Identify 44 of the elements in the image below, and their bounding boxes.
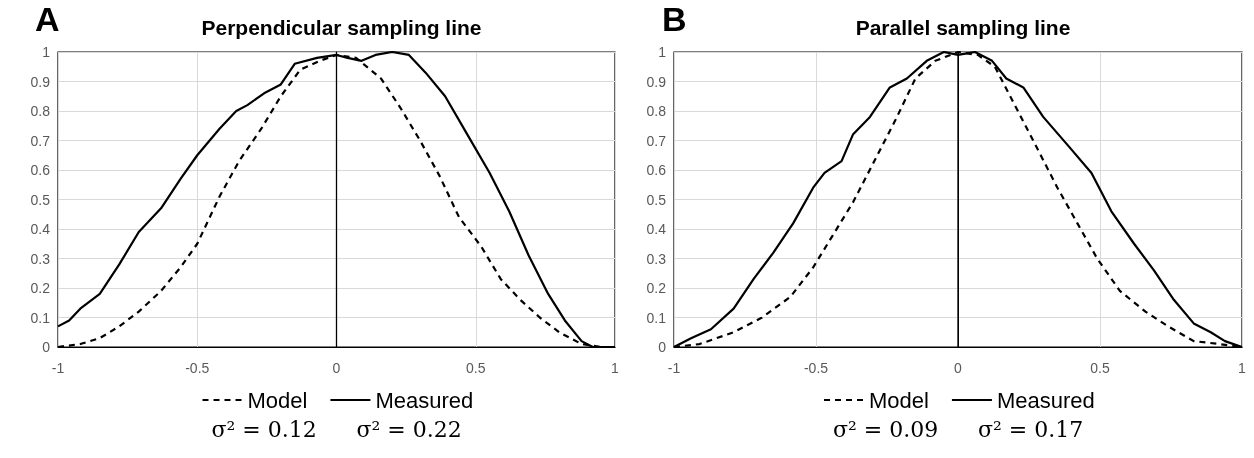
x-tick-label: -1 <box>667 360 681 376</box>
y-tick-label: 0.7 <box>646 132 667 149</box>
y-tick-label: 0.6 <box>30 162 51 178</box>
chart-title: Perpendicular sampling line <box>201 16 482 39</box>
y-tick-label: 1 <box>658 44 667 60</box>
text: B <box>662 0 687 38</box>
y-tick-label: 0.4 <box>30 221 51 237</box>
y-tick-label: 0.3 <box>646 250 667 267</box>
y-tick-label: 0.8 <box>646 103 667 119</box>
y-tick-label: 0.4 <box>646 221 667 237</box>
x-tick-label: 1 <box>611 360 620 376</box>
legend-label: Model <box>247 387 308 413</box>
y-tick-label: 0.2 <box>646 280 667 296</box>
x-tick-label: 0.5 <box>466 360 486 376</box>
x-tick-label: -1 <box>51 360 65 376</box>
x-tick-label: 0 <box>954 360 963 376</box>
y-tick-label: 1 <box>42 44 51 60</box>
y-tick-label: 0.9 <box>30 73 51 90</box>
y-tick-label: 0.1 <box>30 309 51 326</box>
text: σ² = 0.09 <box>833 416 939 442</box>
y-tick-label: 0 <box>658 339 667 355</box>
x-tick-label: 0 <box>332 360 341 376</box>
text: A <box>35 0 60 38</box>
text: σ² = 0.12 <box>211 416 317 442</box>
text: σ² = 0.17 <box>978 416 1084 442</box>
y-tick-label: 0.5 <box>646 191 667 208</box>
y-tick-label: 0.5 <box>30 191 51 208</box>
text: σ² = 0.22 <box>356 416 462 442</box>
y-tick-label: 0.1 <box>646 309 667 326</box>
x-tick-label: -0.5 <box>803 360 829 376</box>
y-tick-label: 0.7 <box>30 132 51 149</box>
x-tick-label: 1 <box>1238 360 1247 376</box>
x-tick-label: -0.5 <box>185 360 210 376</box>
y-tick-label: 0.2 <box>30 280 51 296</box>
y-tick-label: 0.8 <box>30 103 51 119</box>
y-tick-label: 0 <box>42 339 51 355</box>
legend-label: Measured <box>996 387 1095 413</box>
chart-title: Parallel sampling line <box>855 16 1071 39</box>
y-tick-label: 0.6 <box>646 162 667 178</box>
y-tick-label: 0.9 <box>646 73 667 90</box>
legend-label: Measured <box>375 387 474 413</box>
x-tick-label: 0.5 <box>1090 360 1110 376</box>
y-tick-label: 0.3 <box>30 250 51 267</box>
legend-label: Model <box>869 387 929 413</box>
